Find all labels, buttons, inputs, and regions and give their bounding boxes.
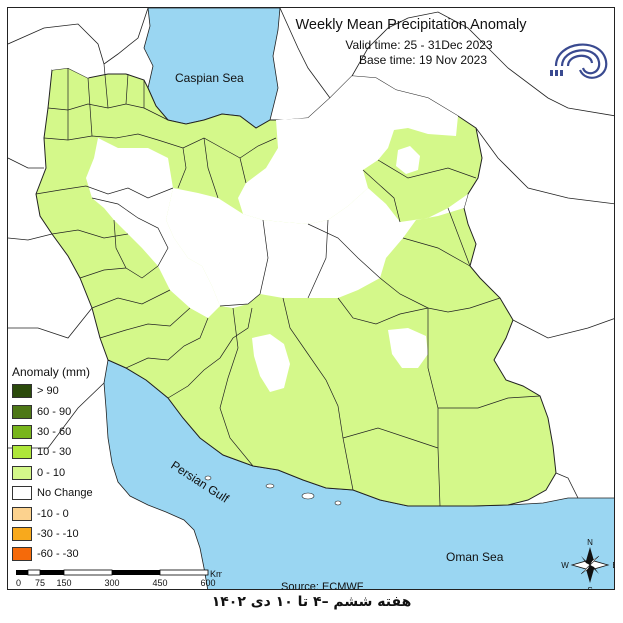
- organization-logo-icon: [550, 43, 608, 79]
- legend-swatch: [12, 486, 32, 501]
- legend-swatch: [12, 424, 32, 439]
- compass-w: W: [561, 561, 569, 570]
- legend-label: > 90: [37, 385, 59, 398]
- footer-caption: هفته ششم –۴ تا ۱۰ دی ۱۴۰۲: [211, 594, 412, 610]
- scale-label: 600: [200, 578, 215, 588]
- no-change-southeast-blob: [388, 328, 428, 368]
- legend-swatch: [12, 526, 32, 541]
- map-frame: Weekly Mean Precipitation Anomaly Valid …: [7, 7, 615, 590]
- scale-label: 0: [16, 578, 21, 588]
- legend-item: -60 - -30: [12, 544, 122, 564]
- legend-swatch: [12, 465, 32, 480]
- scale-label: 75: [35, 578, 45, 588]
- legend-label: 60 - 90: [37, 405, 72, 418]
- scale-unit: Km: [210, 569, 222, 579]
- legend-label: 0 - 10: [37, 466, 66, 479]
- legend-swatch: [12, 506, 32, 521]
- legend-item: -30 - -10: [12, 524, 122, 544]
- no-change-northwest: [44, 24, 104, 78]
- legend-label: 10 - 30: [37, 446, 72, 459]
- compass-e: E: [612, 561, 615, 570]
- compass-n: N: [587, 538, 593, 547]
- legend-swatch: [12, 384, 32, 399]
- legend-label: -60 - -30: [37, 548, 79, 561]
- scale-bar: 0 75 150 300 450 600Km: [16, 569, 222, 588]
- legend-label: 30 - 60: [37, 425, 72, 438]
- base-time: Base time: 19 Nov 2023: [358, 53, 488, 67]
- province-borders: [35, 63, 541, 507]
- legend-label: No Change: [37, 487, 93, 500]
- no-change-small-blob: [220, 240, 240, 260]
- legend-title: Anomaly (mm): [12, 365, 91, 379]
- neighbour-borders: [8, 8, 614, 499]
- no-change-north: [238, 76, 458, 224]
- legend: Anomaly (mm) > 90 60 - 90 30 - 60 10 - 30 0 …: [12, 365, 122, 565]
- scale-segments: [16, 569, 209, 576]
- precipitation-map: [8, 8, 614, 589]
- map-title: Weekly Mean Precipitation Anomaly: [295, 17, 527, 33]
- legend-item: No Change: [12, 483, 122, 503]
- no-change-west: [86, 138, 220, 318]
- no-change-center-blob: [252, 334, 290, 392]
- legend-swatch: [12, 404, 32, 419]
- caspian-sea-label: Caspian Sea: [175, 71, 244, 85]
- source-credit: Source: ECMWF: [281, 581, 364, 590]
- oman-sea-label: Oman Sea: [446, 550, 504, 564]
- compass-s: S: [587, 586, 592, 590]
- legend-rows: > 90 60 - 90 30 - 60 10 - 30 0 - 10 No Change…: [12, 381, 122, 565]
- legend-label: -10 - 0: [37, 507, 69, 520]
- legend-label: -30 - -10: [37, 527, 79, 540]
- legend-item: -10 - 0: [12, 503, 122, 523]
- legend-item: 0 - 10: [12, 463, 122, 483]
- no-change-central: [166, 188, 468, 308]
- legend-item: 30 - 60: [12, 422, 122, 442]
- legend-swatch: [12, 445, 32, 460]
- legend-item: 60 - 90: [12, 401, 122, 421]
- valid-time: Valid time: 25 - 31Dec 2023: [345, 38, 493, 52]
- scale-label: 450: [152, 578, 167, 588]
- legend-swatch: [12, 547, 32, 562]
- legend-item: 10 - 30: [12, 442, 122, 462]
- caspian-sea: [143, 8, 281, 129]
- gulf-islands: [204, 475, 342, 506]
- compass-rose-icon: N S E W: [561, 538, 615, 590]
- scale-label: 300: [104, 578, 119, 588]
- no-change-east-blob: [396, 146, 420, 174]
- legend-item: > 90: [12, 381, 122, 401]
- scale-label: 150: [56, 578, 71, 588]
